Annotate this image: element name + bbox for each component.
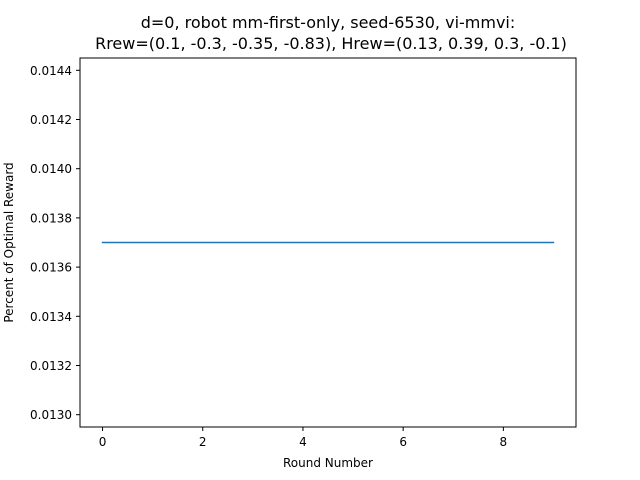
y-axis-label: Percent of Optimal Reward bbox=[2, 162, 16, 322]
chart-title-line-1: d=0, robot mm-first-only, seed-6530, vi-… bbox=[141, 13, 516, 32]
x-tick-label: 4 bbox=[299, 435, 307, 449]
x-tick-label: 6 bbox=[399, 435, 407, 449]
x-tick-label: 2 bbox=[199, 435, 207, 449]
x-tick-label: 0 bbox=[99, 435, 107, 449]
chart-title-line-2: Rrew=(0.1, -0.3, -0.35, -0.83), Hrew=(0.… bbox=[95, 34, 567, 53]
y-tick-label: 0.0134 bbox=[30, 310, 72, 324]
x-axis-label: Round Number bbox=[283, 456, 373, 470]
y-tick-label: 0.0132 bbox=[30, 359, 72, 373]
y-tick-label: 0.0142 bbox=[30, 113, 72, 127]
y-tick-label: 0.0136 bbox=[30, 261, 72, 275]
y-tick-label: 0.0138 bbox=[30, 211, 72, 225]
y-tick-label: 0.0144 bbox=[30, 64, 72, 78]
y-tick-label: 0.0140 bbox=[30, 162, 72, 176]
y-tick-label: 0.0130 bbox=[30, 408, 72, 422]
plot-frame bbox=[79, 57, 577, 428]
x-tick-label: 8 bbox=[500, 435, 508, 449]
